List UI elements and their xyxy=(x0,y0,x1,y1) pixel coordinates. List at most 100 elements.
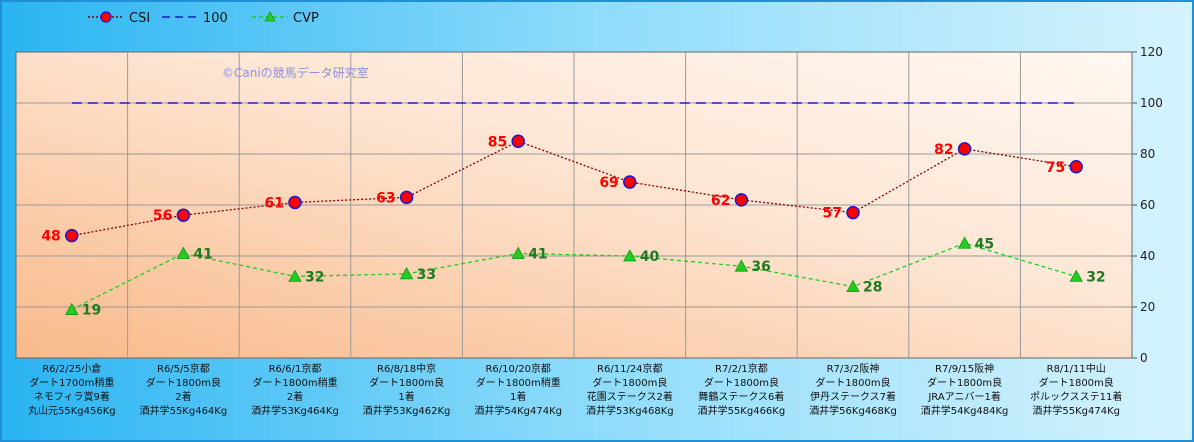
x-category-label: 舞鶴ステークス6着 xyxy=(698,390,784,403)
x-category-label: 酒井学55Kg474Kg xyxy=(1032,404,1120,417)
x-category-label: 花園ステークス2着 xyxy=(587,390,673,403)
cvp-data-label: 33 xyxy=(417,267,436,283)
y-tick-label: 20 xyxy=(1140,300,1155,314)
x-category-label: 酒井学56Kg468Kg xyxy=(809,404,897,417)
csi-data-label: 56 xyxy=(153,208,172,224)
watermark: ©Caniの競馬データ研究室 xyxy=(222,65,369,80)
csi-data-label: 63 xyxy=(376,190,395,206)
legend-label: CSI xyxy=(129,11,150,26)
x-category-label: R6/10/20京都 xyxy=(485,362,551,375)
x-category-label: ポルックスステ11着 xyxy=(1030,390,1122,403)
series-layer: 19 41 32 33 41 40 36 28 45 32 48 56 61 63 85 69 62 57 82 75 xyxy=(41,102,1106,319)
x-category-label: ダート1800m良 xyxy=(592,376,667,389)
x-category-label: 2着 xyxy=(287,390,303,403)
cvp-point xyxy=(288,269,302,282)
y-tick-label: 0 xyxy=(1140,351,1148,365)
x-category-label: 酒井学53Kg462Kg xyxy=(363,404,451,417)
x-category-label: 酒井学55Kg464Kg xyxy=(140,404,228,417)
x-category-label: ダート1800m良 xyxy=(1039,376,1114,389)
x-category-label: R6/5/5京都 xyxy=(157,362,210,375)
x-category-label: 酒井学54Kg484Kg xyxy=(921,404,1009,417)
csi-data-label: 75 xyxy=(1046,160,1065,176)
csi-point xyxy=(288,195,302,210)
legend: CSI 100 CVP xyxy=(88,11,319,26)
cvp-line xyxy=(71,242,1077,311)
x-category-label: 酒井学54Kg474Kg xyxy=(474,404,562,417)
csi-point xyxy=(399,190,414,205)
cvp-point xyxy=(846,279,860,293)
csi-line xyxy=(71,140,1077,237)
csi-point xyxy=(65,228,79,243)
legend-label: 100 xyxy=(203,11,228,26)
y-tick-label: 120 xyxy=(1140,45,1163,59)
x-category-label: ダート1800m良 xyxy=(146,376,221,389)
cvp-point xyxy=(176,246,191,259)
y-tick-label: 60 xyxy=(1140,198,1155,212)
csi-point xyxy=(1069,160,1083,174)
cvp-point xyxy=(734,259,749,272)
x-category-label: ダート1800m良 xyxy=(927,376,1002,389)
x-category-label: R8/1/11中山 xyxy=(1047,362,1106,375)
y-tick-label: 40 xyxy=(1140,249,1155,263)
x-category-label: JRAアニバー1着 xyxy=(927,390,1001,403)
cvp-data-label: 40 xyxy=(640,249,660,265)
cvp-data-label: 36 xyxy=(751,259,770,275)
x-category-label: ネモフィラ賞9着 xyxy=(34,390,110,403)
x-category-label: 1着 xyxy=(510,390,526,403)
x-category-label: 酒井学55Kg466Kg xyxy=(698,404,786,417)
csi-point xyxy=(623,175,637,189)
x-category-label: ダート1700m稍重 xyxy=(29,376,114,389)
x-category-label: ダート1800m良 xyxy=(369,376,444,389)
x-category-label: ダート1800m良 xyxy=(815,376,890,389)
cvp-point xyxy=(957,236,972,249)
csi-data-label: 48 xyxy=(41,229,60,245)
x-category-label: R7/9/15阪神 xyxy=(935,362,994,375)
x-category-label: R6/11/24京都 xyxy=(597,362,663,375)
cvp-point xyxy=(623,249,637,262)
csi-point xyxy=(957,142,972,156)
cvp-data-label: 19 xyxy=(82,303,101,319)
csi-data-label: 85 xyxy=(488,134,507,150)
legend-label: CVP xyxy=(293,11,319,26)
x-category-label: R7/2/1京都 xyxy=(715,362,768,375)
cvp-data-label: 28 xyxy=(863,280,882,296)
cvp-data-label: 45 xyxy=(975,236,994,252)
x-category-label: ダート1800m稍重 xyxy=(252,376,337,389)
y-axis: 0 20 40 60 80 100 120 xyxy=(1132,45,1163,365)
csi-point xyxy=(176,208,191,222)
x-category-label: ダート1800m良 xyxy=(704,376,779,389)
x-category-label: R6/6/1京都 xyxy=(269,362,322,375)
cvp-data-label: 32 xyxy=(305,269,324,285)
csi-point xyxy=(511,134,525,148)
cvp-data-label: 41 xyxy=(193,246,212,262)
x-category-label: 2着 xyxy=(175,390,191,403)
cvp-data-label: 32 xyxy=(1086,269,1105,285)
x-category-label: 1着 xyxy=(398,390,414,403)
x-category-label: R6/8/18中京 xyxy=(377,362,436,375)
csi-data-label: 57 xyxy=(823,206,842,222)
cvp-point xyxy=(511,246,525,259)
x-category-label: 酒井学53Kg464Kg xyxy=(251,404,339,417)
csi-point xyxy=(846,205,860,220)
x-category-label: R7/3/2阪神 xyxy=(827,362,880,375)
csi-data-label: 61 xyxy=(265,195,284,211)
csi-data-label: 69 xyxy=(599,175,618,191)
csi-point xyxy=(734,193,749,207)
csi-data-label: 82 xyxy=(934,142,953,158)
cvp-data-label: 41 xyxy=(528,246,547,262)
cvp-point xyxy=(65,302,79,315)
csi-data-label: 62 xyxy=(711,193,730,209)
legend-marker-circle xyxy=(100,11,112,23)
x-category-label: 酒井学53Kg468Kg xyxy=(586,404,674,417)
cvp-point xyxy=(1069,269,1083,282)
legend-marker-triangle xyxy=(264,11,276,22)
x-category-label: R6/2/25小倉 xyxy=(42,362,101,375)
x-category-label: 伊丹ステークス7着 xyxy=(810,390,896,403)
cvp-point xyxy=(399,267,414,280)
x-category-label: 丸山元55Kg456Kg xyxy=(28,404,116,417)
x-category-label: ダート1800m稍重 xyxy=(476,376,561,389)
y-tick-label: 80 xyxy=(1140,147,1155,161)
y-tick-label: 100 xyxy=(1140,96,1163,110)
